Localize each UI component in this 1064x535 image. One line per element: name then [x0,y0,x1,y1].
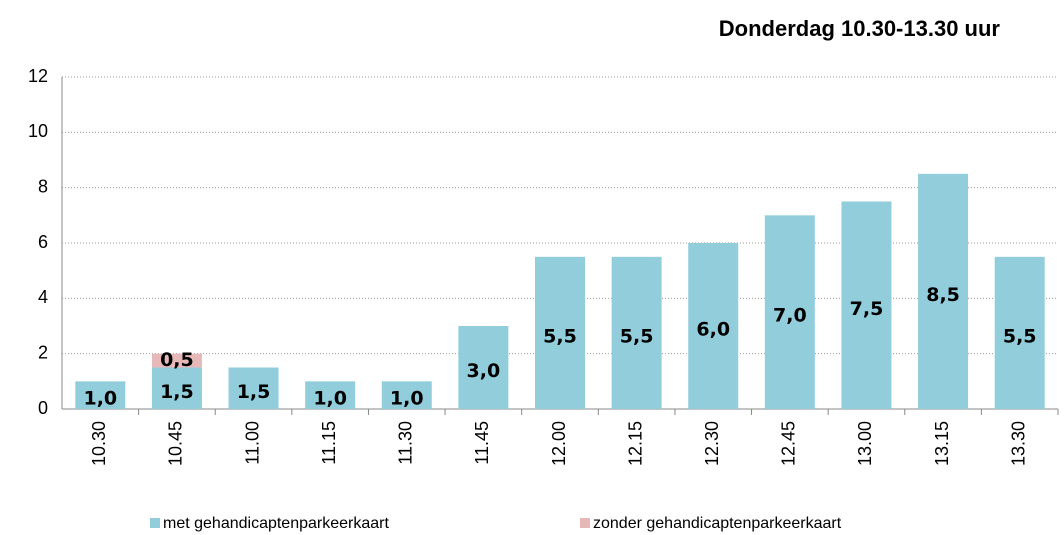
x-tick-label: 11.00 [242,421,262,465]
bar-segment [918,173,969,409]
y-tick-label: 8 [38,176,48,196]
value-label: 0,5 [160,349,194,371]
value-label: 7,5 [850,298,884,320]
value-label: 3,0 [467,360,501,382]
x-tick-label: 12.15 [625,421,645,466]
y-tick-label: 4 [38,287,48,307]
value-label: 6,0 [696,319,730,341]
value-label: 1,0 [83,388,117,410]
y-tick-label: 0 [38,398,48,418]
x-tick-label: 13.15 [932,421,952,466]
y-tick-label: 6 [38,232,48,252]
value-label: 5,5 [620,325,654,347]
legend-swatch [580,518,590,528]
x-tick-label: 13.30 [1008,421,1028,466]
y-tick-label: 10 [28,121,48,141]
value-label: 7,0 [773,305,807,327]
legend-label: zonder gehandicaptenparkeerkaart [593,515,842,532]
bar-segment [458,326,509,409]
x-tick-label: 12.45 [779,421,799,466]
y-tick-label: 12 [28,66,48,86]
bar-segment [151,367,202,409]
legend-swatch [150,518,160,528]
value-label: 1,0 [390,388,424,410]
bar-segment [151,353,202,368]
bar-segment [764,215,815,409]
bar-segment [611,256,662,409]
bar-segment [305,381,356,409]
bar-segment [381,381,432,409]
value-label: 1,5 [160,381,194,403]
x-tick-label: 10.30 [89,421,109,466]
x-tick-label: 11.30 [396,421,416,465]
x-tick-label: 11.15 [319,421,339,465]
chart-title: Donderdag 10.30-13.30 uur [719,16,1001,41]
value-label: 1,5 [237,381,271,403]
bar-segment [994,256,1045,409]
x-tick-label: 11.45 [472,421,492,465]
x-tick-label: 12.30 [702,421,722,466]
x-tick-label: 12.00 [549,421,569,466]
value-label: 5,5 [1003,325,1037,347]
bar-segment [841,201,892,409]
bar-segment [688,243,739,409]
value-label: 8,5 [926,284,960,306]
legend-label: met gehandicaptenparkeerkaart [163,515,389,532]
value-label: 1,0 [313,388,347,410]
bar-segment [75,381,126,409]
x-tick-label: 10.45 [166,421,186,466]
y-tick-label: 2 [38,342,48,362]
bar-segment [228,367,279,409]
x-tick-label: 13.00 [855,421,875,466]
bar-segment [535,256,585,409]
value-label: 5,5 [543,325,577,347]
